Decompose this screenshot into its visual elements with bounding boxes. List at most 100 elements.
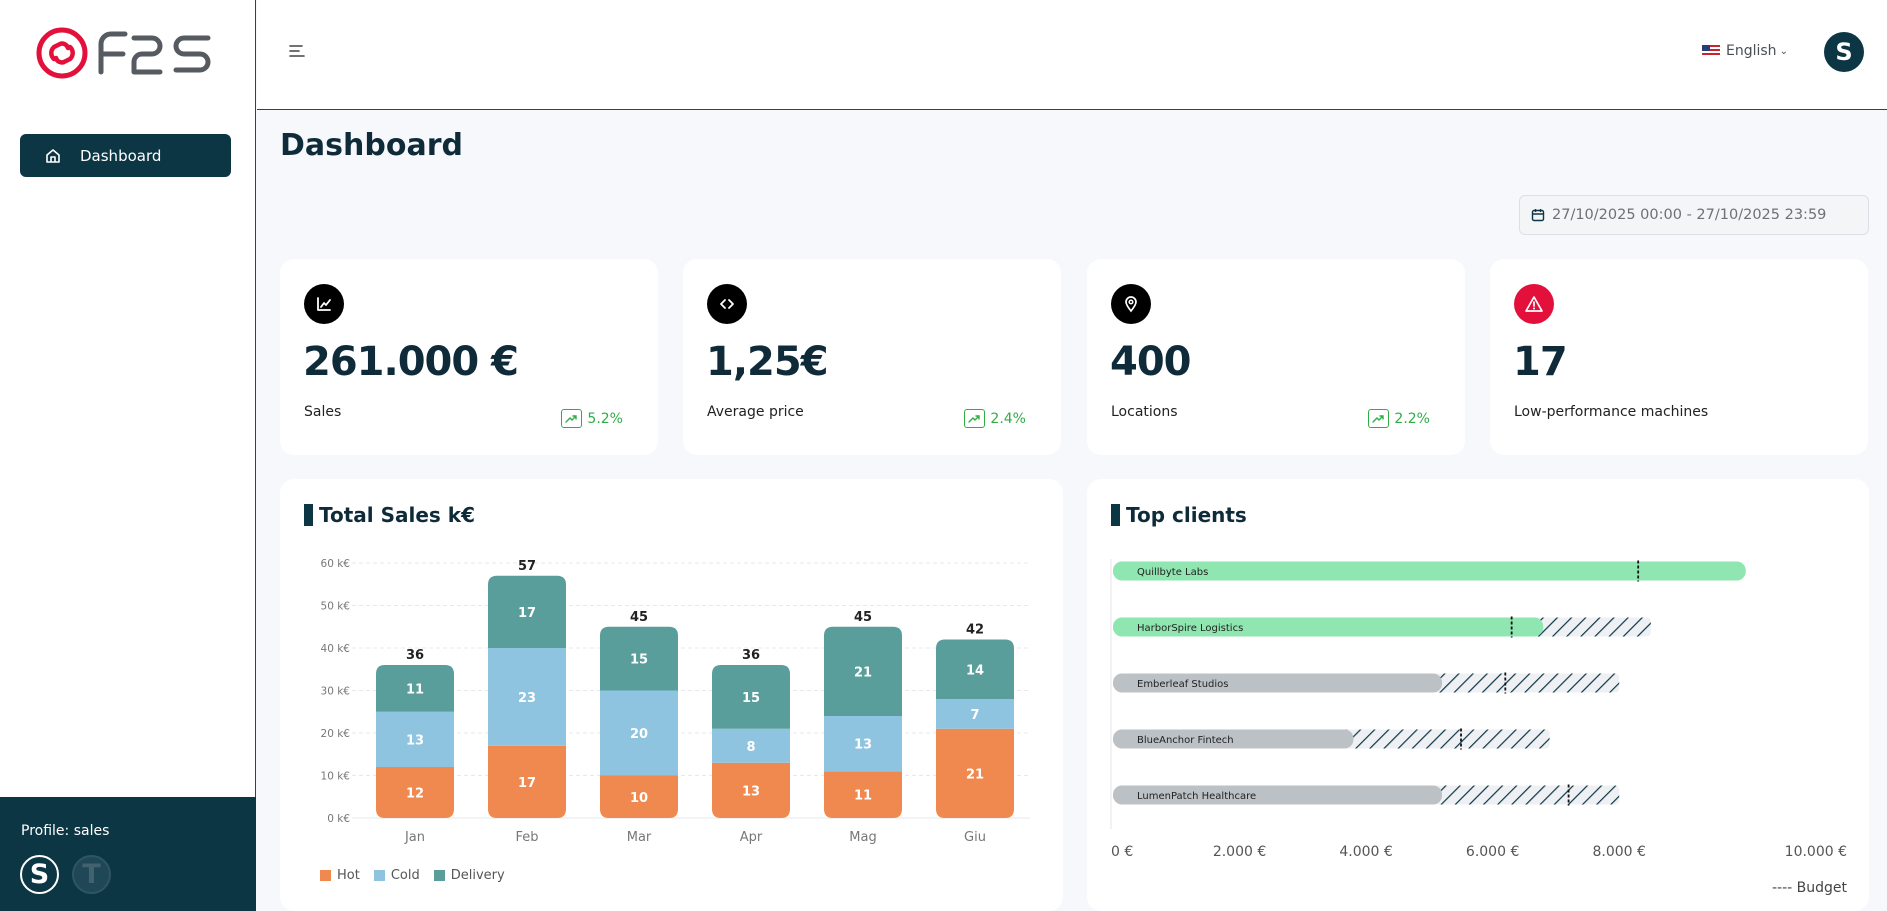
profile-avatar-t[interactable]: T	[72, 855, 111, 894]
bar-segment	[600, 775, 678, 818]
kpi-card-low-performance: 17 Low-performance machines	[1490, 259, 1868, 455]
profile-label: Profile: sales	[21, 823, 110, 839]
segment-value-label: 14	[966, 663, 984, 678]
x-tick-label: 6.000 €	[1466, 844, 1519, 860]
kpi-label: Average price	[707, 404, 804, 420]
segment-value-label: 21	[854, 665, 872, 680]
y-tick-label: 20 k€	[321, 728, 350, 740]
bar-segment	[488, 648, 566, 746]
segment-value-label: 20	[630, 727, 648, 742]
client-label: BlueAnchor Fintech	[1137, 735, 1234, 746]
bar-segment	[936, 699, 1014, 729]
profile-switcher: Profile: sales S T	[0, 797, 256, 911]
segment-value-label: 11	[406, 682, 424, 697]
segment-value-label: 17	[518, 776, 536, 791]
segment-value-label: 15	[742, 691, 760, 706]
home-icon	[44, 147, 62, 165]
bar-segment	[600, 626, 678, 691]
legend-item[interactable]: Hot	[320, 868, 360, 883]
sidebar: Dashboard Profile: sales S T	[0, 0, 256, 911]
kpi-trend: 2.4%	[964, 409, 1026, 428]
kpi-value: 1,25€	[706, 339, 829, 385]
panel-title: Total Sales k€	[304, 503, 475, 527]
budget-legend: ---- Budget	[1771, 880, 1847, 896]
client-bar	[1113, 561, 1746, 581]
x-tick-label: 10.000 €	[1785, 844, 1847, 860]
kpi-card-average-price: 1,25€ Average price 2.4%	[683, 259, 1061, 455]
x-tick-label: 4.000 €	[1339, 844, 1392, 860]
profile-avatar-sales[interactable]: S	[20, 855, 59, 894]
bar-total-label: 45	[854, 610, 872, 625]
segment-value-label: 21	[966, 767, 984, 782]
total-sales-title: Total Sales k€	[319, 503, 476, 527]
segment-value-label: 15	[630, 653, 648, 668]
segment-value-label: 11	[854, 789, 872, 804]
top-bar: English ⌄ S	[257, 0, 1887, 110]
legend-item[interactable]: Delivery	[433, 868, 505, 883]
segment-value-label: 10	[630, 791, 648, 806]
bar-segment	[936, 639, 1014, 699]
kpi-trend: 5.2%	[561, 409, 623, 428]
title-accent-bar	[1111, 504, 1120, 526]
total-sales-panel: Total Sales k€ 0 k€ 10 k€ 20 k€ 30 k€ 40 k€ 5…	[280, 479, 1063, 911]
top-clients-panel: Top clients Quillbyte Labs HarborSpire Lo…	[1087, 479, 1869, 911]
y-tick-label: 0 k€	[327, 813, 350, 825]
language-selector[interactable]: English ⌄	[1702, 43, 1788, 59]
chart-line-icon	[304, 284, 344, 324]
brand-logo	[36, 27, 211, 79]
legend-label: Delivery	[450, 868, 505, 883]
top-clients-chart: Quillbyte Labs HarborSpire Logistics Ember…	[1110, 559, 1847, 860]
map-pin-icon	[1111, 284, 1151, 324]
chart-legend: Hot Cold Delivery	[320, 868, 519, 883]
title-accent-bar	[304, 504, 313, 526]
bar-total-label: 42	[966, 623, 984, 638]
kpi-label: Locations	[1111, 404, 1178, 420]
kpi-label: Low-performance machines	[1514, 404, 1709, 420]
menu-toggle-icon[interactable]	[288, 43, 306, 59]
kpi-value: 400	[1110, 339, 1191, 385]
segment-value-label: 13	[854, 738, 872, 753]
legend-label: Hot	[337, 868, 360, 883]
x-tick-label: 2.000 €	[1213, 844, 1266, 860]
bar-segment	[488, 745, 566, 818]
legend-label: Cold	[390, 868, 420, 883]
warning-icon	[1514, 284, 1554, 324]
bar-segment	[488, 575, 566, 648]
legend-swatch	[433, 870, 445, 881]
x-tick-label: Mar	[627, 830, 652, 845]
bar-total-label: 36	[406, 648, 424, 663]
client-bar	[1113, 729, 1354, 749]
date-range-picker[interactable]: 27/10/2025 00:00 - 27/10/2025 23:59	[1519, 195, 1869, 235]
client-label: Emberleaf Studios	[1137, 679, 1229, 690]
trend-up-icon	[964, 409, 986, 428]
date-range-value: 27/10/2025 00:00 - 27/10/2025 23:59	[1552, 207, 1827, 223]
x-tick-label: 8.000 €	[1592, 844, 1645, 860]
sidebar-item-dashboard[interactable]: Dashboard	[20, 134, 231, 177]
bar-segment	[824, 626, 902, 716]
legend-swatch	[373, 870, 385, 881]
kpi-trend-value: 2.2%	[1394, 410, 1430, 427]
legend-item[interactable]: Cold	[373, 868, 420, 883]
bar-segment	[712, 665, 790, 729]
kpi-card-locations: 400 Locations 2.2%	[1087, 259, 1465, 455]
page-title: Dashboard	[280, 128, 463, 163]
kpi-value: 17	[1513, 339, 1568, 385]
client-bar	[1113, 785, 1443, 805]
client-bar	[1113, 617, 1544, 637]
bar-segment	[376, 665, 454, 712]
x-tick-label: Jan	[404, 830, 425, 845]
x-tick-label: Feb	[515, 830, 538, 845]
user-avatar[interactable]: S	[1824, 32, 1864, 72]
legend-swatch	[320, 870, 331, 881]
bar-segment	[712, 762, 790, 818]
bar-total-label: 57	[518, 559, 536, 574]
kpi-label: Sales	[304, 404, 342, 420]
trend-up-icon	[561, 409, 583, 428]
client-label: HarborSpire Logistics	[1137, 623, 1243, 634]
trend-up-icon	[1368, 409, 1390, 428]
language-label: English	[1726, 43, 1777, 59]
bar-segment	[376, 767, 454, 818]
kpi-card-sales: 261.000 € Sales 5.2%	[280, 259, 658, 455]
segment-value-label: 23	[518, 691, 536, 706]
segment-value-label: 13	[406, 733, 424, 748]
